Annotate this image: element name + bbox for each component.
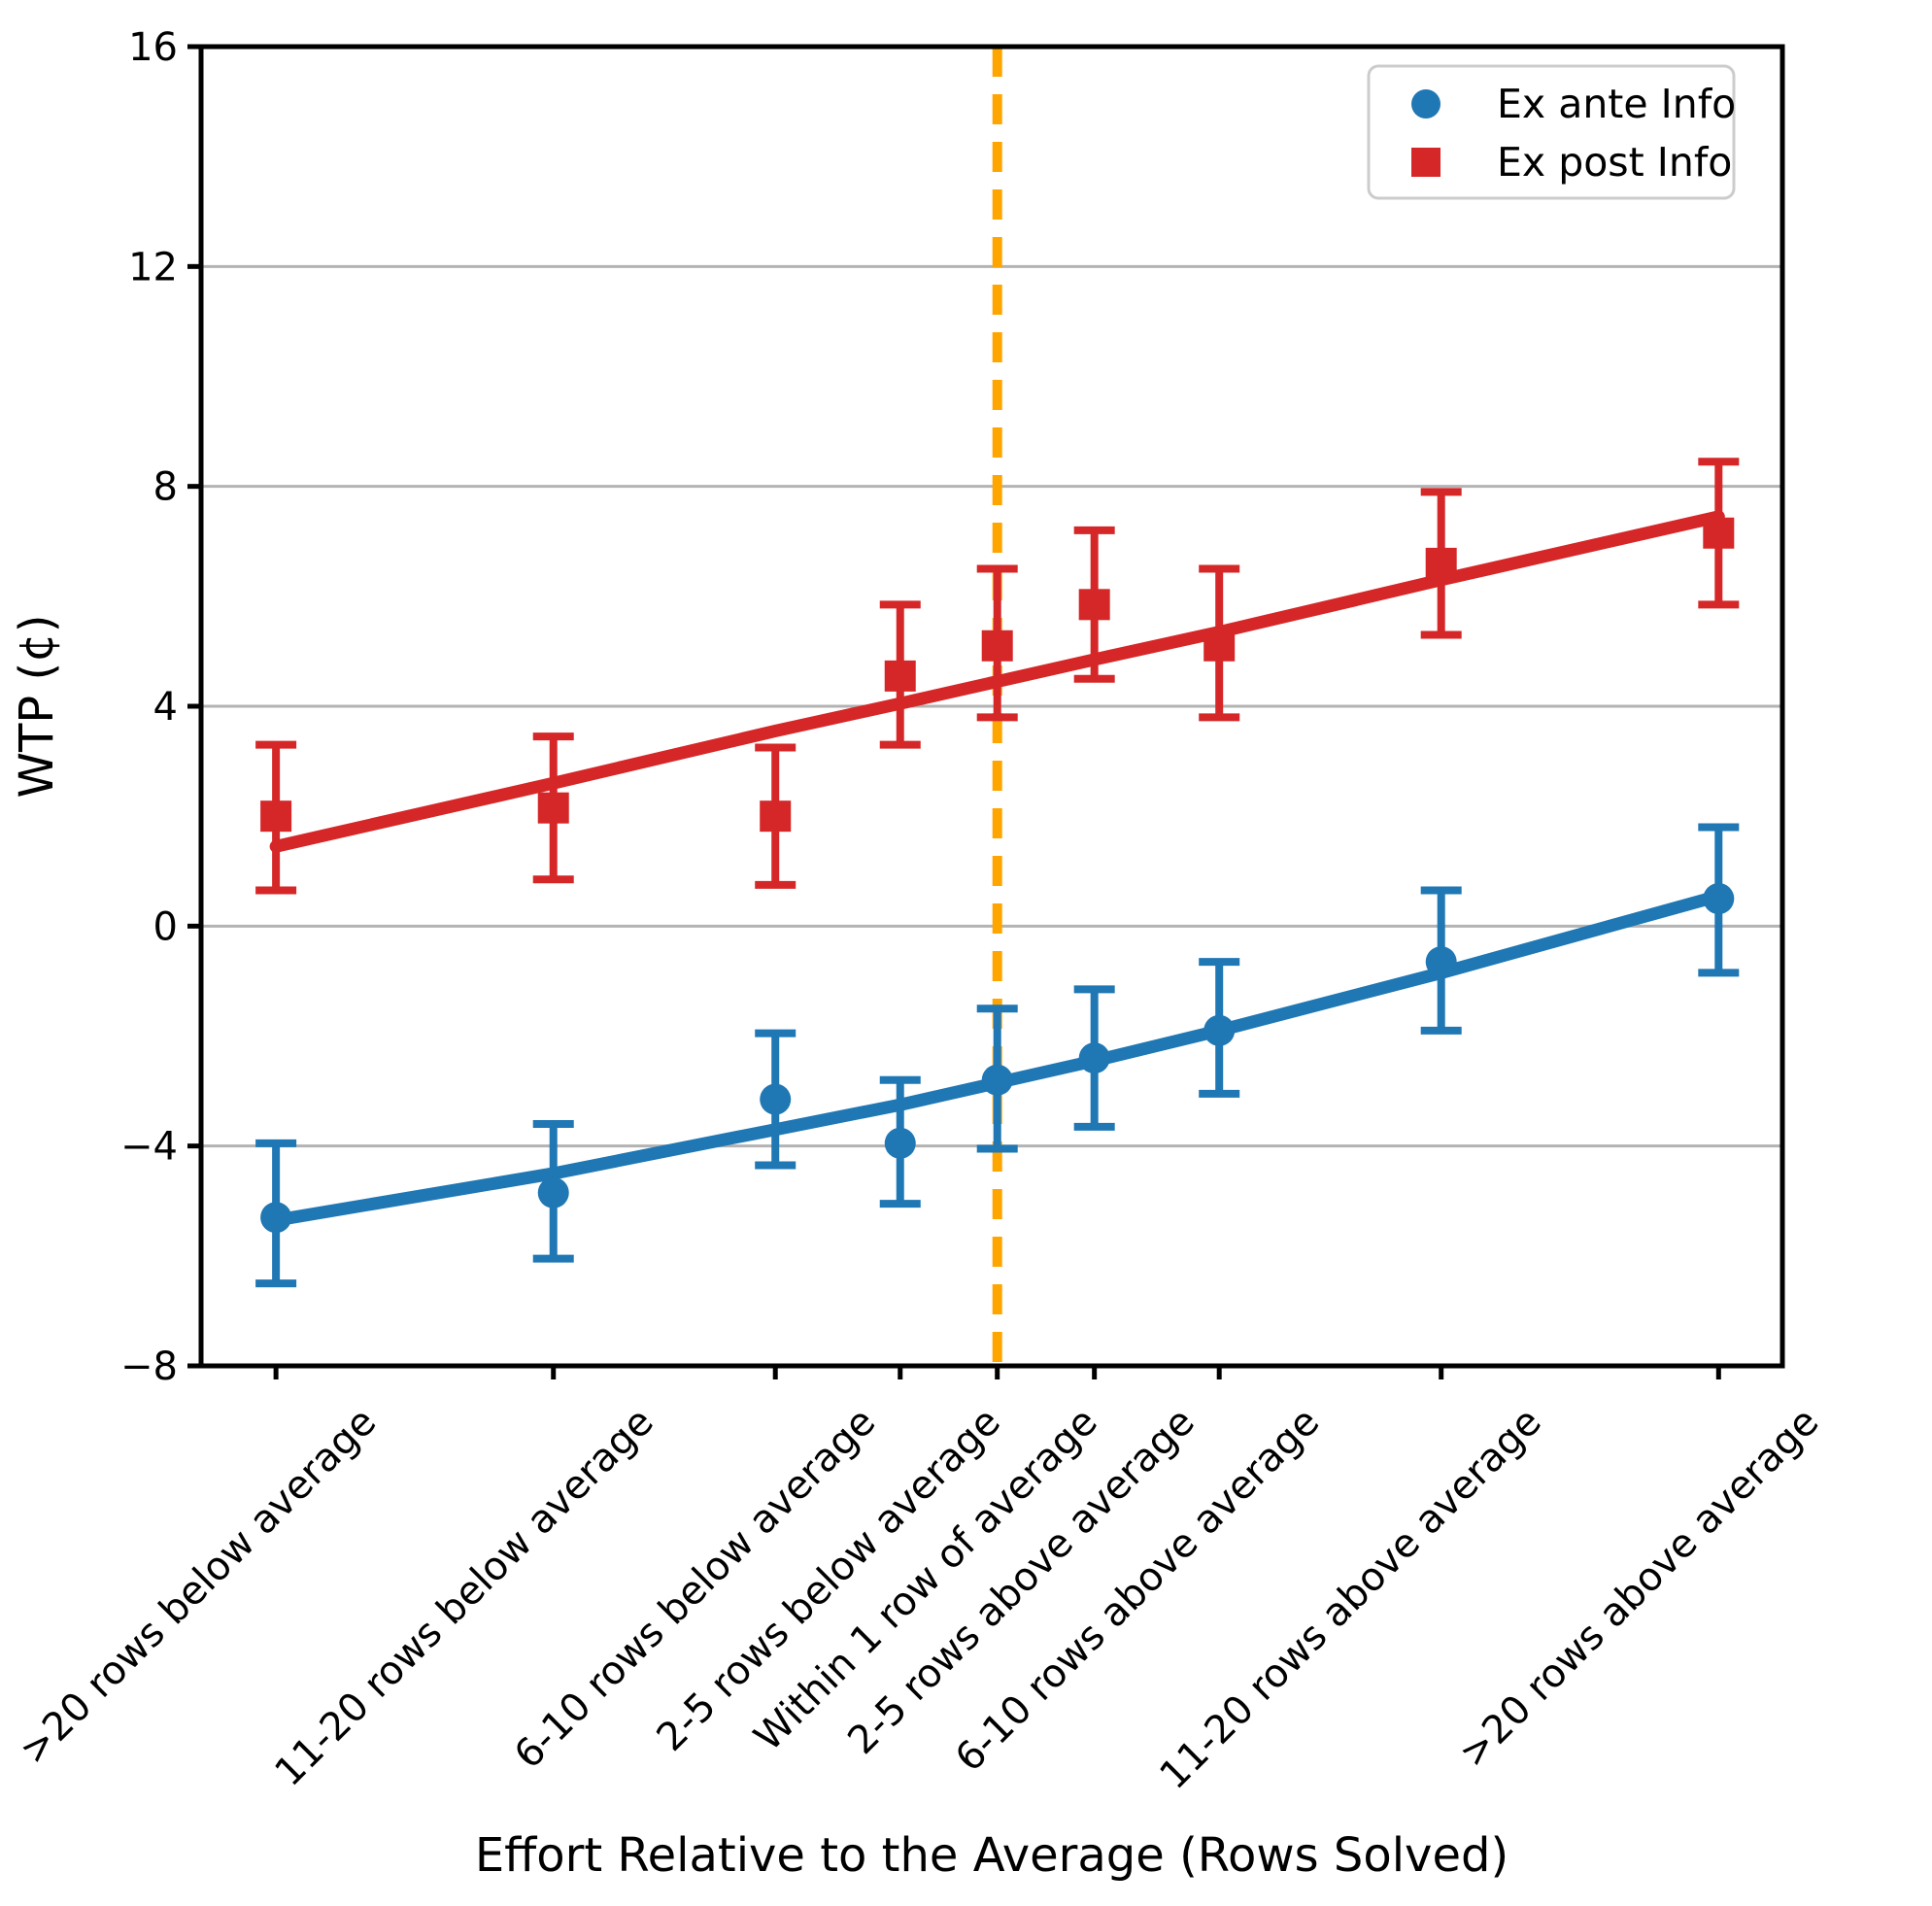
y-axis-title: WTP (¢) (10, 615, 64, 799)
y-tick-label: 16 (128, 25, 178, 70)
legend-label-ex-ante: Ex ante Info (1497, 81, 1736, 127)
y-tick-label: 8 (153, 465, 178, 510)
data-point-ex-post-info (981, 630, 1013, 662)
legend: Ex ante Info Ex post Info (1367, 64, 1736, 200)
data-point-ex-ante-info (1078, 1042, 1110, 1074)
trend-line-ex-post-info (269, 510, 1725, 853)
x-axis-title: Effort Relative to the Average (Rows Sol… (475, 1828, 1508, 1883)
data-point-ex-ante-info (884, 1127, 916, 1159)
y-tick-label: 0 (153, 904, 178, 949)
data-point-ex-post-info (1203, 630, 1236, 662)
data-point-ex-post-info (260, 800, 292, 833)
data-point-ex-ante-info (981, 1064, 1013, 1096)
legend-marker-ex-post-icon (1411, 148, 1441, 177)
legend-label-ex-post: Ex post Info (1497, 139, 1732, 186)
data-point-ex-post-info (760, 800, 792, 833)
data-point-ex-ante-info (1425, 946, 1457, 978)
data-point-ex-ante-info (760, 1083, 792, 1115)
data-point-ex-post-info (1078, 589, 1110, 621)
legend-box (1367, 64, 1736, 200)
data-point-ex-post-info (884, 660, 916, 692)
y-tick-label: −8 (120, 1344, 178, 1389)
data-point-ex-post-info (537, 792, 569, 824)
data-point-ex-post-info (1425, 547, 1457, 579)
data-point-ex-ante-info (1203, 1014, 1236, 1046)
data-point-ex-ante-info (260, 1202, 292, 1234)
plot-frame (198, 44, 1785, 1369)
data-point-ex-ante-info (537, 1176, 569, 1208)
y-tick-label: 4 (153, 685, 178, 730)
data-point-ex-ante-info (1703, 883, 1735, 915)
y-tick-label: 12 (128, 245, 178, 289)
y-tick-label: −4 (120, 1125, 178, 1170)
legend-marker-ex-ante-icon (1411, 89, 1441, 119)
data-point-ex-post-info (1703, 517, 1735, 549)
